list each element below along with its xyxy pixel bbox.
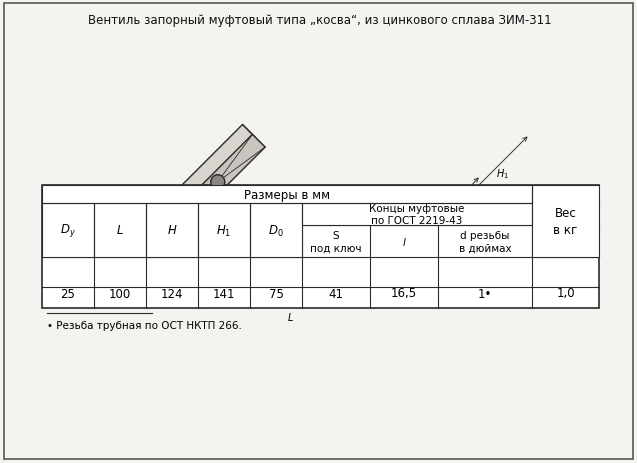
Text: Вентиль запорный муфтовый типа „косва“, из цинкового сплава ЗИМ-311: Вентиль запорный муфтовый типа „косва“, … bbox=[88, 14, 552, 27]
Text: $D_0$: $D_0$ bbox=[248, 213, 262, 226]
Bar bbox=[146, 204, 198, 257]
Text: $L$: $L$ bbox=[116, 224, 124, 237]
Polygon shape bbox=[252, 217, 295, 259]
Text: S
под ключ: S под ключ bbox=[310, 230, 362, 253]
Text: Вес
в кг: Вес в кг bbox=[554, 206, 578, 237]
Text: • Резьба трубная по ОСТ НКТП 266.: • Резьба трубная по ОСТ НКТП 266. bbox=[47, 320, 242, 330]
Polygon shape bbox=[266, 230, 273, 237]
Bar bbox=[146, 204, 198, 257]
Bar bbox=[250, 204, 302, 257]
Bar bbox=[532, 186, 599, 257]
Polygon shape bbox=[215, 180, 296, 260]
Bar bbox=[532, 186, 599, 257]
Bar bbox=[94, 204, 146, 257]
Text: $H$: $H$ bbox=[167, 224, 177, 237]
Bar bbox=[42, 204, 94, 257]
Polygon shape bbox=[345, 249, 381, 288]
Text: 1•: 1• bbox=[478, 287, 492, 300]
Text: $L$: $L$ bbox=[287, 310, 294, 322]
Text: $l$: $l$ bbox=[401, 236, 406, 247]
Text: 41: 41 bbox=[329, 287, 343, 300]
Circle shape bbox=[211, 175, 225, 189]
Polygon shape bbox=[273, 238, 280, 244]
Polygon shape bbox=[161, 125, 255, 220]
Bar bbox=[42, 186, 599, 308]
Text: $H_1$: $H_1$ bbox=[217, 223, 232, 238]
Bar bbox=[198, 204, 250, 257]
Text: 25: 25 bbox=[61, 287, 75, 300]
Text: d резьбы
в дюймах: d резьбы в дюймах bbox=[459, 230, 512, 253]
Text: $H_1$: $H_1$ bbox=[496, 167, 509, 181]
Text: Концы муфтовые
по ГОСТ 2219-43: Концы муфтовые по ГОСТ 2219-43 bbox=[369, 203, 464, 225]
Bar bbox=[198, 204, 250, 257]
Text: S: S bbox=[292, 226, 298, 236]
Text: H: H bbox=[471, 192, 478, 202]
Text: $d_y$: $d_y$ bbox=[164, 259, 175, 272]
Bar bbox=[42, 186, 532, 204]
Text: $D_0$: $D_0$ bbox=[268, 223, 284, 238]
Polygon shape bbox=[273, 246, 327, 291]
Bar bbox=[42, 186, 532, 204]
Text: $D_y$: $D_y$ bbox=[173, 266, 186, 279]
Text: $l$: $l$ bbox=[384, 288, 389, 300]
Text: 141: 141 bbox=[213, 287, 235, 300]
Polygon shape bbox=[252, 216, 259, 224]
Bar bbox=[42, 204, 94, 257]
Text: 124: 124 bbox=[161, 287, 183, 300]
Polygon shape bbox=[245, 209, 252, 216]
Bar bbox=[302, 204, 532, 225]
Polygon shape bbox=[170, 135, 265, 230]
Bar bbox=[94, 204, 146, 257]
Text: 1,0: 1,0 bbox=[556, 287, 575, 300]
Polygon shape bbox=[200, 249, 236, 288]
Text: 75: 75 bbox=[269, 287, 283, 300]
Text: $D_y$: $D_y$ bbox=[60, 222, 76, 239]
Text: Размеры в мм: Размеры в мм bbox=[244, 188, 330, 201]
Text: 100: 100 bbox=[109, 287, 131, 300]
Polygon shape bbox=[210, 174, 302, 266]
Bar bbox=[250, 204, 302, 257]
Bar bbox=[302, 204, 532, 225]
Text: 16,5: 16,5 bbox=[391, 287, 417, 300]
